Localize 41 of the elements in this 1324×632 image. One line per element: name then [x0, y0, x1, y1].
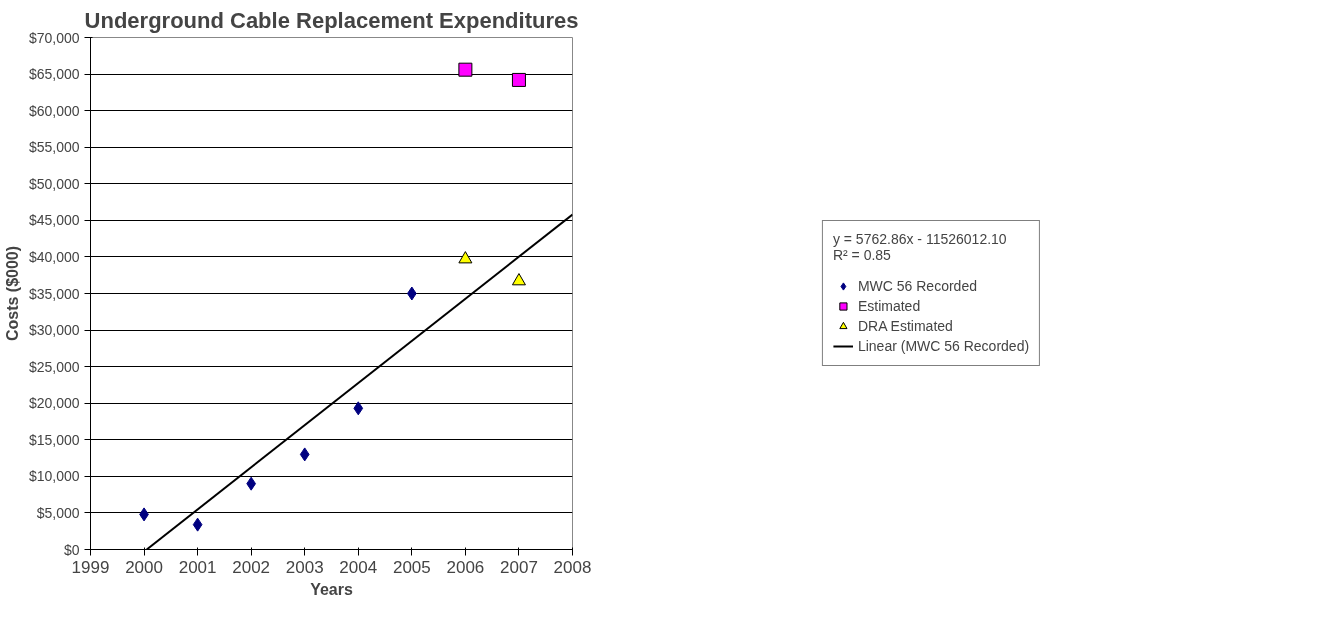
x-tick-label: 2000 [125, 557, 163, 577]
point [511, 273, 526, 286]
y-tick-label: $25,000 [28, 358, 80, 375]
x-axis-title: Years [310, 580, 353, 598]
x-tick-label: 2005 [392, 557, 431, 577]
x-tick-label: 2003 [285, 557, 324, 577]
y-tick-label: $50,000 [28, 175, 80, 192]
x-tick-label: 2002 [232, 557, 271, 577]
legend-label: DRA Estimated [857, 317, 953, 335]
legend-label: Estimated [857, 297, 921, 315]
y-tick-label: $35,000 [28, 285, 80, 302]
point [299, 447, 310, 462]
legend-label: Linear (MWC 56 Recorded) [857, 337, 1030, 355]
y-tick-label: $60,000 [28, 102, 80, 119]
y-tick-label: $30,000 [28, 322, 80, 339]
x-tick-label: 2004 [339, 557, 378, 577]
text: R² = 0.85 [832, 247, 891, 263]
y-tick-label: $55,000 [28, 139, 80, 156]
y-tick-label: $20,000 [28, 395, 80, 412]
y-tick-label: $5,000 [36, 504, 80, 521]
y-tick-label: $0 [63, 541, 80, 558]
point [511, 72, 526, 87]
chart-title: Underground Cable Replacement Expenditures [84, 7, 579, 33]
point [192, 517, 203, 532]
x-tick-label: 1999 [71, 557, 110, 577]
y-tick-label: $15,000 [28, 431, 80, 448]
y-tick-label: $65,000 [28, 66, 80, 83]
y-tick-label: $40,000 [28, 248, 80, 265]
x-tick-label: 2001 [178, 557, 217, 577]
y-tick-label: $10,000 [28, 468, 80, 485]
y-tick-label: $45,000 [28, 212, 80, 229]
x-tick-label: 2006 [446, 557, 485, 577]
legend-label: MWC 56 Recorded [857, 277, 977, 295]
text: y = 5762.86x - 11526012.10 [832, 231, 1007, 247]
point [458, 251, 473, 264]
y-tick-label: $70,000 [28, 29, 80, 46]
x-tick-label: 2007 [500, 557, 538, 577]
point [458, 62, 473, 77]
point [353, 401, 364, 416]
y-axis-title: Costs ($000) [3, 245, 21, 342]
x-tick-label: 2008 [553, 557, 592, 577]
